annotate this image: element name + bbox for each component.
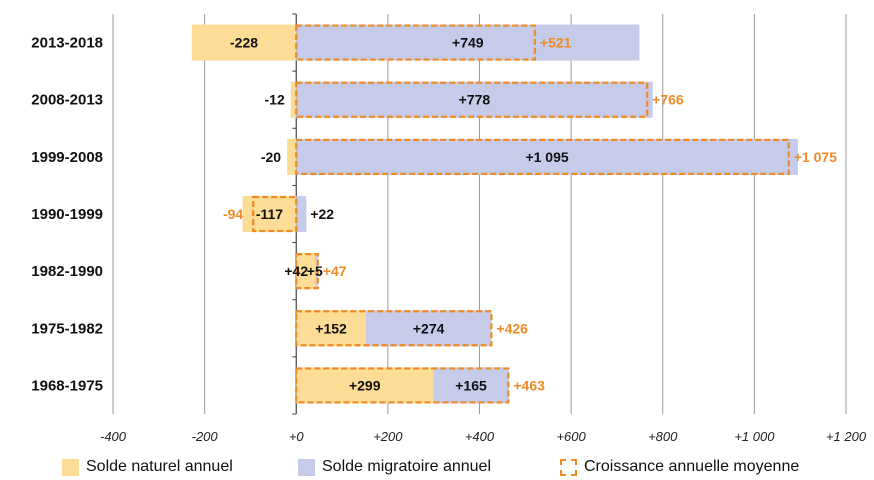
migratory-balance-label: +1 095 [525, 149, 568, 165]
legend-label-migratory: Solde migratoire annuel [322, 458, 491, 475]
migratory-balance-label: +274 [413, 320, 445, 336]
data-labels: -228 +749 +521 -12 +778 +766 -20 +1 095 +1 075 -1… [223, 35, 837, 394]
natural-balance-bar [296, 253, 316, 290]
category-label: 1975-1982 [31, 320, 103, 337]
x-tick-label: +200 [373, 429, 403, 444]
legend-label-natural: Solde naturel annuel [86, 458, 233, 475]
growth-label: +1 075 [794, 149, 837, 165]
natural-balance-bar [242, 196, 297, 232]
growth-dashed-box [295, 367, 510, 404]
legend-swatch-natural [62, 458, 79, 476]
x-tick-label: +0 [289, 429, 305, 444]
x-tick-label: -200 [192, 429, 219, 444]
natural-balance-label: +42 [284, 263, 308, 279]
migratory-balance-bar [296, 24, 640, 61]
natural-balance-bar [287, 138, 297, 175]
category-label: 1990-1999 [31, 206, 103, 223]
x-tick-label: +600 [556, 429, 586, 444]
legend-item-growth: Croissance annuelle moyenne [560, 458, 799, 476]
category-label: 2013-2018 [31, 35, 103, 52]
x-tick-label: +400 [465, 429, 495, 444]
natural-balance-label: -228 [230, 35, 258, 51]
natural-balance-label: -117 [256, 206, 283, 222]
x-tick-label: +800 [648, 429, 678, 444]
growth-dashed-box [295, 24, 537, 61]
category-label: 2008-2013 [31, 92, 103, 109]
bars [191, 24, 798, 404]
growth-label: -94 [223, 206, 243, 222]
migratory-balance-bar [315, 253, 318, 290]
migratory-balance-label: +22 [310, 206, 334, 222]
category-label: 1968-1975 [31, 377, 103, 394]
x-tick-label: +1 200 [826, 429, 867, 444]
growth-label: +521 [540, 35, 572, 51]
x-tick-label: -400 [100, 429, 127, 444]
growth-dashed-box [295, 310, 493, 347]
natural-balance-label: +152 [315, 320, 347, 336]
x-tick-label: +1 000 [734, 429, 775, 444]
legend-item-migratory: Solde migratoire annuel [298, 458, 491, 476]
growth-label: +766 [652, 92, 684, 108]
category-labels: 2013-2018 2008-2013 1999-2008 1990-1999 1982… [31, 35, 103, 395]
migratory-balance-bar [296, 81, 653, 118]
migratory-balance-bar [365, 310, 492, 347]
legend: Solde naturel annuel Solde migratoire an… [0, 454, 874, 480]
growth-dashed-box [295, 138, 790, 175]
natural-balance-bar [191, 24, 297, 61]
migratory-balance-label: +5 [307, 263, 323, 279]
migratory-balance-label: +778 [459, 92, 491, 108]
category-label: 1982-1990 [31, 263, 103, 280]
growth-label: +463 [513, 377, 545, 393]
legend-label-growth: Croissance annuelle moyenne [584, 458, 800, 475]
growth-dashed-box [295, 81, 649, 118]
growth-dashed-box [252, 195, 298, 233]
natural-balance-label: -12 [265, 92, 285, 108]
growth-label: +426 [496, 320, 528, 336]
migratory-balance-bar [296, 138, 798, 175]
category-label: 1999-2008 [31, 149, 103, 166]
legend-swatch-growth [560, 458, 577, 476]
x-axis-tick-labels: -400 -200 +0 +200 +400 +600 +800 +1 000 +1 200 [100, 429, 867, 444]
growth-dashed-box [295, 253, 319, 290]
migratory-balance-bar [433, 367, 509, 404]
natural-balance-bar [290, 81, 297, 118]
migratory-balance-label: +165 [455, 377, 487, 393]
population-change-chart: 2013-2018 2008-2013 1999-2008 1990-1999 1982… [31, 13, 867, 444]
natural-balance-label: -20 [261, 149, 281, 165]
legend-item-natural: Solde naturel annuel [62, 458, 233, 476]
growth-label: +47 [323, 263, 347, 279]
natural-balance-bar [296, 310, 366, 347]
migratory-balance-label: +749 [452, 35, 484, 51]
legend-swatch-migratory [298, 458, 315, 476]
natural-balance-bar [296, 367, 434, 404]
migratory-balance-bar [296, 196, 307, 232]
natural-balance-label: +299 [349, 377, 381, 393]
gridlines [112, 13, 847, 415]
